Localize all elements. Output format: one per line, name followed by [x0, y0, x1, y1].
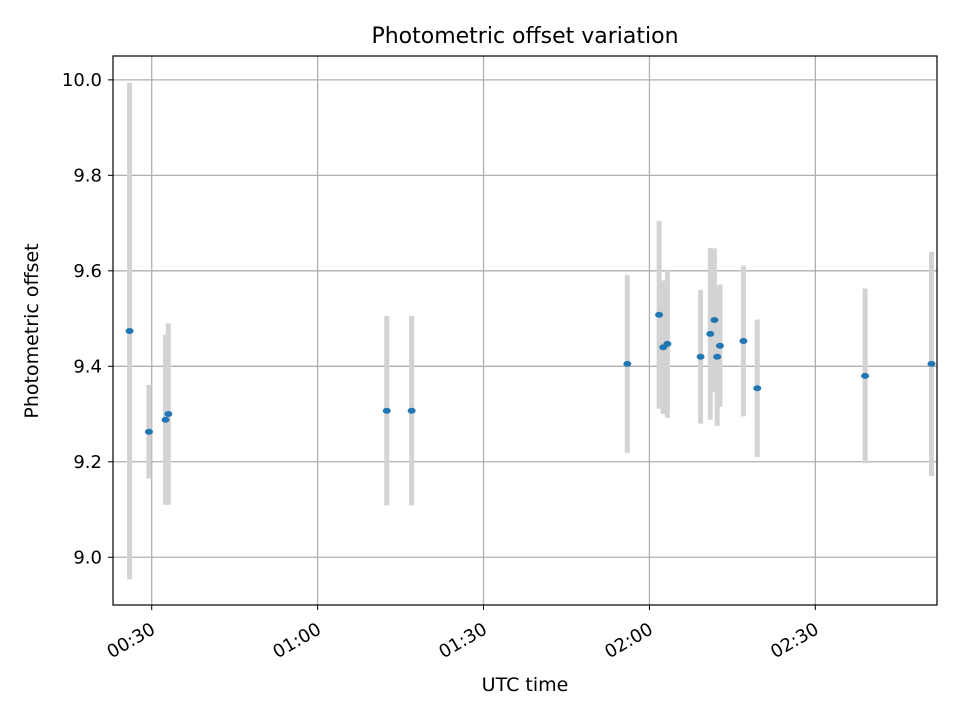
data-point [663, 340, 672, 347]
y-axis-label: Photometric offset [21, 243, 43, 418]
data-point [125, 327, 134, 334]
y-tick-label: 9.4 [73, 356, 102, 377]
data-point [407, 407, 416, 414]
x-axis-label: UTC time [482, 674, 569, 696]
data-point [927, 360, 936, 367]
y-tick-label: 9.8 [73, 165, 102, 186]
data-point [161, 416, 170, 423]
y-tick-label: 9.2 [73, 452, 102, 473]
grid [113, 56, 937, 605]
plot-area-frame [112, 55, 938, 606]
data-point [164, 411, 173, 418]
data-point [706, 330, 715, 337]
y-tick-label: 10.0 [62, 70, 102, 91]
data-point [739, 338, 748, 345]
data-point [144, 428, 153, 435]
y-tick-label: 9.0 [73, 547, 102, 568]
chart-title: Photometric offset variation [371, 24, 678, 49]
data-point [861, 372, 870, 379]
data-point [713, 353, 722, 360]
data-point [382, 407, 391, 414]
y-tick-label: 9.6 [73, 261, 102, 282]
data-point [623, 360, 632, 367]
data-point [655, 311, 664, 318]
data-point [710, 316, 719, 323]
data-point [753, 385, 762, 392]
data-point [696, 353, 705, 360]
data-points [125, 311, 936, 435]
data-point [715, 342, 724, 349]
